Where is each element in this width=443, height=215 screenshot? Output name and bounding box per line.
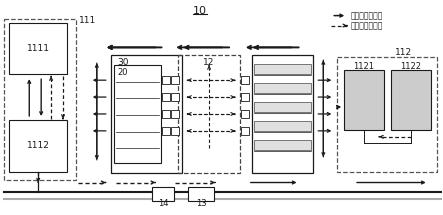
Bar [9,120,67,172]
Text: 13: 13 [196,199,206,208]
Text: 10: 10 [193,6,207,16]
Text: 30: 30 [118,58,129,67]
Text: 112: 112 [395,48,412,57]
Text: 1111: 1111 [27,44,50,53]
Bar [111,55,182,173]
Bar [254,102,311,112]
Bar [114,65,161,163]
Bar [163,93,170,101]
Bar [254,121,311,131]
Bar [391,70,431,130]
Bar [163,127,170,135]
Text: 冷气流或冷水流: 冷气流或冷水流 [350,21,383,30]
Bar [252,55,313,173]
Bar [171,110,179,118]
Bar [152,187,174,201]
Bar [241,76,249,84]
Bar [188,187,214,201]
Bar [171,76,179,84]
Bar [254,83,311,93]
Text: 20: 20 [118,68,128,77]
Text: 热气流或热水流: 热气流或热水流 [350,11,383,20]
Bar [254,64,311,74]
Bar [9,23,67,74]
Bar [241,110,249,118]
Bar [254,140,311,150]
Text: 14: 14 [158,199,169,208]
Bar [4,18,76,180]
Text: 1112: 1112 [27,141,50,150]
Bar [171,127,179,135]
Text: 1122: 1122 [400,62,421,71]
Text: 12: 12 [203,58,215,67]
Bar [178,55,240,173]
Bar [337,57,437,172]
Bar [163,110,170,118]
Bar [163,76,170,84]
Text: 1121: 1121 [354,62,375,71]
Bar [241,127,249,135]
Bar [344,70,384,130]
Text: 111: 111 [79,16,97,25]
Bar [241,93,249,101]
Bar [171,93,179,101]
